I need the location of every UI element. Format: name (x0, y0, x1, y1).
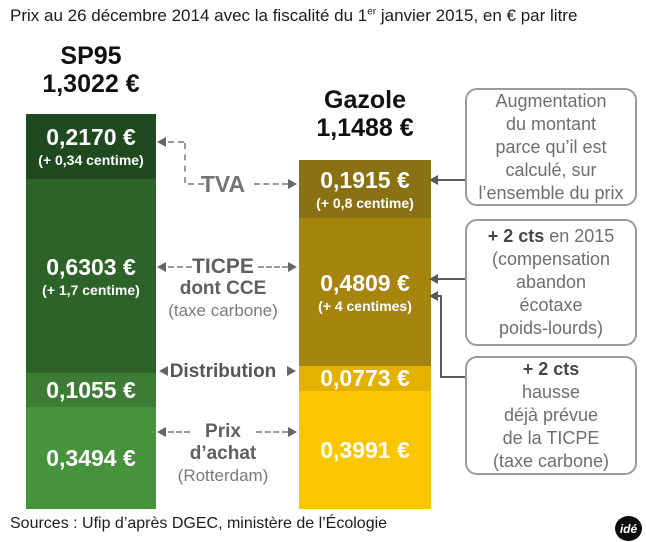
gazole-segment-ticpe: 0,4809 € (+ 4 centimes) (299, 218, 431, 366)
callout-line: Augmentation (495, 90, 607, 111)
callout3-arrow-icon (429, 291, 438, 301)
callout-line: (taxe carbone) (492, 451, 610, 471)
sp95-segment-distribution: 0,1055 € (26, 373, 156, 407)
sp95-bar: 0,2170 € (+ 0,34 centime) 0,6303 € (+ 1,… (26, 114, 156, 509)
gazole-segment-achat: 0,3991 € (299, 391, 431, 509)
sp95-segment-ticpe: 0,6303 € (+ 1,7 centime) (26, 179, 156, 373)
ticpe-label-line3: (taxe carbone) (168, 301, 278, 320)
callout-bold: + 2 cts (487, 226, 545, 246)
segment-value: 0,1915 € (320, 166, 410, 193)
sp95-segment-achat: 0,3494 € (26, 407, 156, 509)
source-credit: Sources : Ufip d’après DGEC, ministère d… (10, 515, 388, 532)
callout-ecotaxe-box: + 2 cts en 2015 (compensation abandon éc… (465, 219, 637, 346)
callout-line: de la TICPE (502, 428, 600, 448)
ticpe-left-arrow-icon (157, 262, 166, 272)
callout-tva-box: Augmentation du montant parce qu’il est … (465, 88, 637, 206)
sp95-header: SP95 1,3022 € (16, 42, 166, 98)
prix-left-arrow-icon (157, 427, 166, 437)
chart-title-sup: er (367, 6, 377, 18)
tva-right-arrow-icon (288, 179, 297, 189)
callout3-line-bottom (440, 376, 465, 378)
tva-left-arrow-icon (157, 137, 166, 147)
callout-rest: en 2015 (544, 226, 615, 246)
segment-value: 0,1055 € (46, 376, 136, 403)
segment-delta: (+ 4 centimes) (318, 297, 412, 314)
segment-value: 0,3991 € (320, 436, 410, 463)
sp95-label: SP95 (60, 42, 122, 70)
chart-title-part1: Prix au 26 décembre 2014 avec la fiscali… (10, 6, 368, 25)
prix-right-arrow-icon (288, 427, 297, 437)
segment-delta: (+ 0,8 centime) (316, 194, 414, 211)
gazole-segment-tva: 0,1915 € (+ 0,8 centime) (299, 160, 431, 218)
segment-value: 0,3494 € (46, 444, 136, 471)
callout-line: (compensation (491, 249, 611, 269)
sp95-total: 1,3022 € (42, 70, 140, 98)
distribution-label: Distribution (169, 361, 277, 382)
distribution-right-arrow-icon (287, 366, 296, 376)
tva-left-dash-vertical (184, 143, 186, 183)
ticpe-right-arrow-icon (288, 262, 297, 272)
callout2-line (438, 278, 465, 280)
gazole-bar: 0,1915 € (+ 0,8 centime) 0,4809 € (+ 4 c… (299, 160, 431, 509)
prix-label-line1: Prix (205, 421, 241, 442)
ide-logo: idé (615, 516, 642, 541)
tva-left-dash-bottom (188, 183, 204, 185)
tva-left-dash-top (168, 141, 184, 143)
gazole-header: Gazole 1,1488 € (290, 86, 440, 142)
callout-line: écotaxe (519, 295, 583, 315)
sp95-segment-tva: 0,2170 € (+ 0,34 centime) (26, 114, 156, 179)
callout-line: déjà prévue (503, 405, 599, 425)
callout-line: calculé, sur (505, 159, 597, 180)
gazole-total: 1,1488 € (316, 114, 414, 142)
callout-line: + 2 cts (523, 358, 580, 381)
callout1-line (438, 179, 465, 181)
callout3-line-vertical (440, 295, 442, 378)
distribution-left-arrow-icon (159, 366, 168, 376)
ticpe-label-line1: TICPE (192, 255, 254, 278)
segment-value: 0,6303 € (46, 253, 136, 280)
gazole-segment-distribution: 0,0773 € (299, 366, 431, 391)
segment-value: 0,2170 € (46, 124, 136, 150)
prix-right-dash (256, 431, 288, 433)
prix-label-line3: (Rotterdam) (177, 466, 269, 485)
callout-line: hausse (521, 382, 581, 402)
prix-achat-label: Prix d’achat (Rotterdam) (158, 421, 288, 486)
callout2-arrow-icon (429, 274, 438, 284)
prix-label-line2: d’achat (189, 443, 257, 464)
chart-title-part2: janvier 2015, en € par litre (376, 6, 578, 25)
callout1-arrow-icon (429, 175, 438, 185)
callout-line: l’ensemble du prix (478, 182, 624, 203)
segment-delta: (+ 0,34 centime) (38, 152, 144, 168)
segment-delta: (+ 1,7 centime) (42, 281, 140, 298)
callout-ticpe-box: + 2 cts hausse déjà prévue de la TICPE (… (465, 356, 637, 475)
callout-line: du montant (505, 113, 597, 134)
chart-title: Prix au 26 décembre 2014 avec la fiscali… (10, 6, 577, 26)
callout-bold: + 2 cts (522, 359, 580, 379)
prix-left-dash (168, 431, 190, 433)
ticpe-right-dash (258, 266, 288, 268)
callout-line: abandon (515, 272, 587, 292)
tva-right-dash (254, 183, 288, 185)
ticpe-label: TICPE dont CCE (taxe carbone) (158, 255, 288, 321)
gazole-label: Gazole (324, 86, 406, 114)
tva-label: TVA (200, 171, 246, 197)
ticpe-left-dash (168, 266, 192, 268)
segment-value: 0,4809 € (320, 269, 410, 296)
callout-line: poids-lourds) (498, 318, 604, 338)
callout-line: parce qu’il est (495, 136, 607, 157)
segment-value: 0,0773 € (320, 365, 410, 391)
ticpe-label-line2: dont CCE (179, 278, 267, 299)
callout-line: + 2 cts en 2015 (488, 225, 615, 248)
